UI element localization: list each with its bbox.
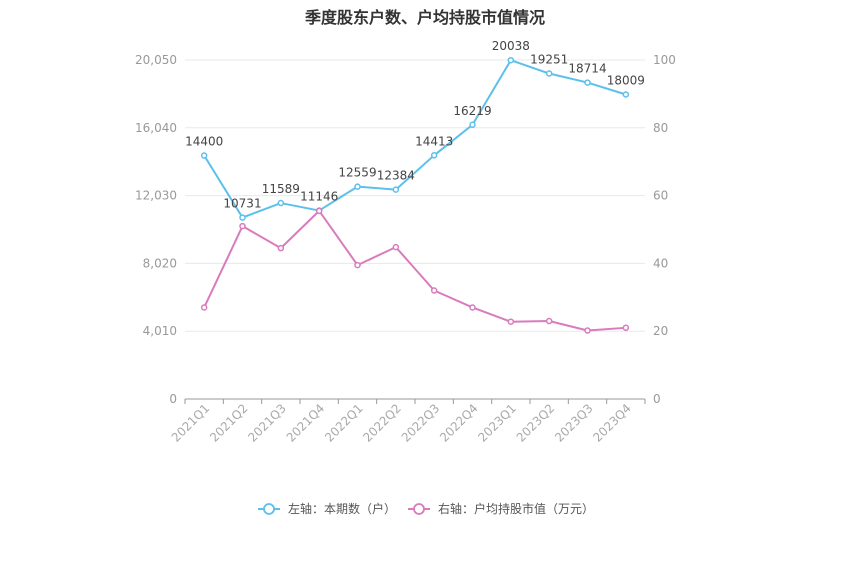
x-axis-tick-label: 2022Q4: [437, 401, 481, 445]
right-series-line: [203, 209, 626, 332]
x-axis-tick-label: 2021Q2: [207, 401, 251, 445]
left-series-line: [203, 59, 627, 219]
data-label: 10731: [223, 197, 261, 211]
data-point: [469, 121, 476, 129]
x-axis-tick-label: 2023Q4: [590, 401, 634, 445]
x-axis-tick-label: 2022Q1: [322, 401, 366, 445]
legend-item[interactable]: 右轴：户均持股市值（万元）: [408, 501, 594, 516]
data-point: [584, 79, 591, 86]
series-layer: [200, 56, 630, 334]
data-point: [545, 70, 553, 77]
data-label: 11589: [262, 182, 300, 196]
legend[interactable]: 左轴：本期数（户） 右轴：户均持股市值（万元）: [258, 501, 594, 516]
chart-title: 季度股东户数、户均持股市值情况: [304, 8, 545, 27]
right-axis-tick: 80: [653, 121, 668, 135]
data-point: [277, 199, 285, 207]
left-axis-tick: 12,030: [135, 189, 177, 203]
legend-label: 右轴：户均持股市值（万元）: [438, 501, 594, 516]
legend-item[interactable]: 左轴：本期数（户）: [258, 501, 396, 516]
left-axis-tick: 16,040: [135, 121, 177, 135]
data-point: [430, 152, 438, 159]
x-axis-tick-label: 2021Q3: [245, 401, 289, 445]
data-point: [622, 91, 630, 98]
data-point: [622, 324, 630, 332]
data-label: 20038: [492, 39, 530, 53]
right-axis-tick: 20: [653, 324, 668, 338]
x-axis-tick-label: 2023Q1: [475, 401, 519, 445]
data-point: [200, 152, 208, 159]
legend-marker: [263, 503, 275, 515]
data-point: [507, 56, 515, 64]
data-label: 14400: [185, 135, 223, 149]
data-point: [392, 243, 400, 251]
x-axis-tick-label: 2022Q2: [360, 401, 404, 445]
data-point: [354, 183, 361, 190]
data-label: 18714: [568, 62, 606, 76]
data-point: [315, 207, 323, 215]
data-point: [430, 287, 438, 294]
data-point: [354, 261, 361, 269]
left-axis-tick: 4,010: [143, 324, 177, 338]
data-label: 14413: [415, 134, 453, 148]
data-label: 16219: [453, 104, 491, 118]
data-point: [239, 222, 246, 230]
data-point: [392, 186, 400, 193]
x-axis-tick-label: 2021Q4: [284, 401, 328, 445]
data-point: [545, 317, 553, 325]
axis-layer: 0 4,010 8,020 12,030 16,040 20,050 0 20 40 60 80 10…: [135, 53, 676, 445]
right-axis-tick: 60: [653, 189, 668, 203]
data-label: 11146: [300, 190, 338, 204]
left-axis-tick: 20,050: [135, 53, 177, 67]
data-point: [239, 214, 246, 221]
x-axis-tick-label: 2023Q3: [552, 401, 596, 445]
data-point: [584, 327, 591, 334]
x-axis-tick-label: 2023Q2: [514, 401, 558, 445]
data-point: [507, 318, 515, 325]
data-label: 12559: [338, 166, 376, 180]
data-point: [200, 304, 208, 311]
grid-layer: [185, 59, 645, 332]
legend-label: 左轴：本期数（户）: [288, 501, 396, 516]
left-axis-tick: 0: [169, 392, 177, 406]
right-axis-tick: 100: [653, 53, 676, 67]
data-point: [469, 304, 476, 311]
left-axis-tick: 8,020: [143, 256, 177, 270]
x-axis-tick-label: 2022Q3: [399, 401, 443, 445]
data-label: 19251: [530, 53, 568, 67]
right-axis-tick: 40: [653, 256, 668, 270]
data-label: 18009: [607, 74, 645, 88]
x-axis-tick-label: 2021Q1: [169, 401, 213, 445]
data-point: [277, 244, 285, 252]
legend-marker: [413, 503, 425, 515]
right-axis-tick: 0: [653, 392, 661, 406]
data-label: 12384: [377, 169, 415, 183]
